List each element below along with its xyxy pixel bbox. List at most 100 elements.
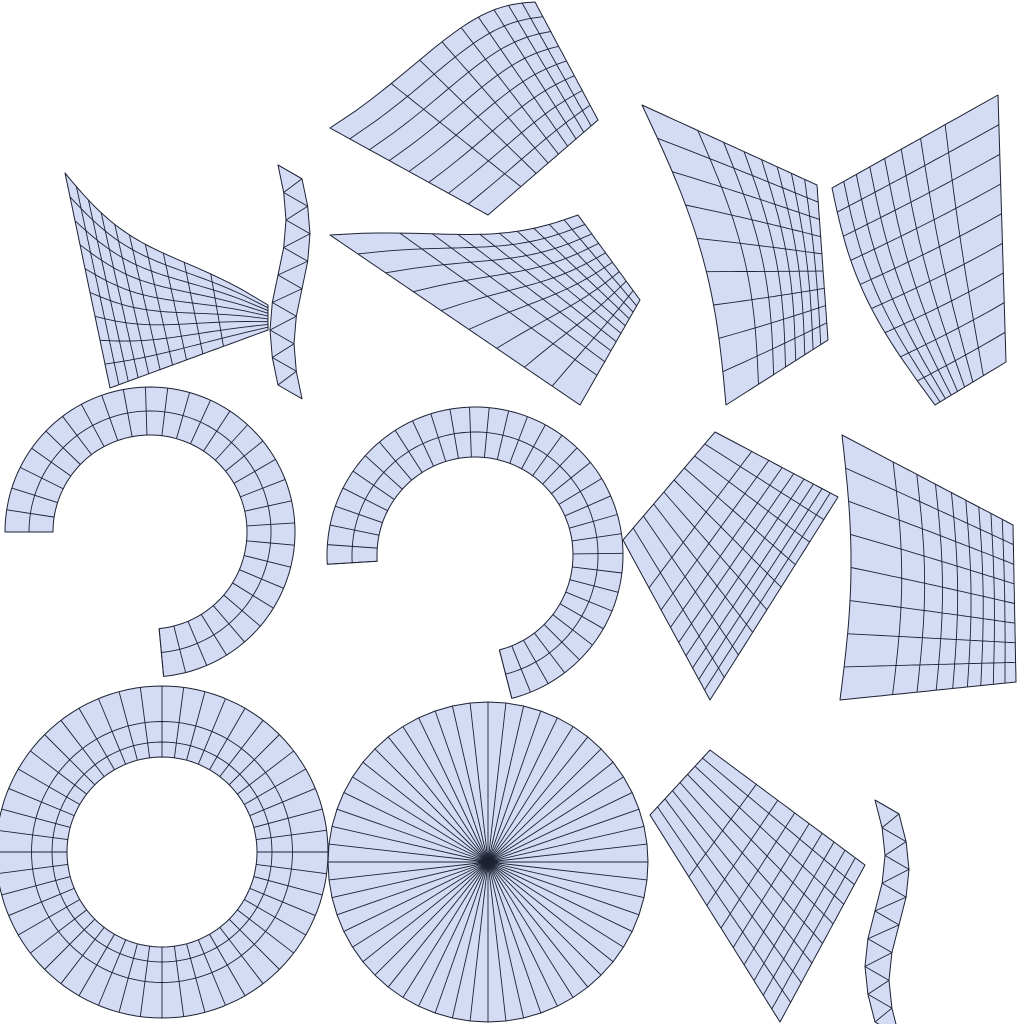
top-center-fan-island-edge — [468, 104, 591, 205]
top-right-left-half-island-edge — [718, 305, 826, 339]
left-fan-island-edge — [162, 253, 187, 360]
small-triangle-strip-lower-edge — [884, 841, 907, 856]
top-right-left-half-island-edge — [790, 173, 814, 350]
small-triangle-strip-upper-edge — [272, 288, 303, 303]
right-middle-fan-island-edge — [684, 467, 796, 566]
small-triangle-strip-upper-edge — [283, 233, 311, 248]
far-right-fan-island-edge — [847, 633, 1016, 644]
bottom-right-fan-island-edge — [672, 790, 813, 964]
disc-island-spoke — [487, 825, 645, 863]
middle-hook-island-edge — [498, 649, 513, 699]
small-triangle-strip-lower-edge — [874, 1007, 893, 1023]
left-fan-island-face — [64, 172, 269, 389]
right-middle-fan-island-edge — [692, 483, 814, 669]
disc-island-spoke — [418, 861, 489, 1007]
top-right-left-half-island-edge — [697, 130, 759, 385]
bottom-right-fan-island-edge — [694, 765, 845, 905]
bottom-right-fan-island-edge — [762, 849, 846, 996]
disc-island-spoke — [487, 717, 558, 863]
right-middle-fan-island-edge — [694, 455, 810, 543]
left-fan-island-edge — [84, 268, 269, 317]
disc-island-spoke — [487, 761, 614, 863]
disc-island-spoke — [487, 861, 574, 998]
small-triangle-strip-lower-edge — [881, 882, 907, 898]
small-triangle-strip-lower-edge — [881, 827, 907, 843]
top-right-left-half-island-face — [641, 104, 829, 406]
left-fan-island-edge — [79, 244, 269, 314]
disc-island-spoke — [328, 843, 489, 863]
top-right-left-half-island-edge — [804, 179, 822, 345]
right-middle-fan-island-edge — [698, 488, 823, 680]
middle-fan-island-edge — [563, 219, 637, 307]
disc-island-spoke — [487, 792, 633, 863]
disc-island-spoke — [343, 792, 489, 863]
top-right-left-half-island-edge — [723, 142, 775, 375]
top-center-fan-island — [329, 1, 599, 216]
disc-island-spoke — [451, 861, 489, 1019]
top-right-right-half-island-edge — [917, 331, 1006, 382]
small-triangle-strip-upper-edge — [285, 219, 311, 235]
small-triangle-strip-upper-edge — [272, 343, 295, 358]
small-triangle-strip-upper-edge — [272, 302, 297, 317]
small-triangle-strip-upper — [269, 164, 311, 400]
top-right-left-half-island-edge — [776, 166, 806, 355]
small-triangle-strip-lower-edge — [874, 799, 900, 815]
right-middle-fan-island-edge — [670, 467, 783, 628]
small-triangle-strip-lower-edge — [884, 855, 910, 870]
small-triangle-strip-upper-edge — [269, 329, 295, 345]
top-right-right-half-island — [831, 94, 1007, 406]
top-right-left-half-island-edge — [657, 137, 819, 203]
disc-island-spoke — [343, 861, 489, 932]
left-hook-island — [4, 386, 296, 677]
middle-fan-island-edge — [496, 271, 620, 349]
bottom-right-fan-island-edge — [688, 784, 757, 878]
top-right-right-half-island-edge — [843, 181, 941, 403]
left-fan-island-edge — [87, 199, 129, 382]
bottom-right-fan-island-edge — [679, 782, 823, 944]
left-fan-island-edge — [210, 273, 224, 347]
disc-island-spoke — [362, 761, 489, 863]
left-fan-island-edge — [104, 326, 269, 365]
small-triangle-strip-lower-edge — [867, 938, 893, 954]
top-right-left-half-island-edge — [743, 151, 786, 368]
small-triangle-strip-upper-edge — [272, 357, 297, 372]
top-right-right-half-island-edge — [884, 158, 958, 392]
bottom-right-fan-island-edge — [771, 857, 856, 1010]
disc-island-spoke — [328, 861, 489, 881]
disc-island-spoke — [352, 776, 489, 863]
top-right-left-half-island-edge — [713, 287, 825, 306]
middle-hook-island-edge — [351, 431, 599, 675]
bottom-right-fan-island-edge — [687, 774, 834, 925]
disc-island-spoke — [402, 726, 489, 863]
small-triangle-strip-lower-edge — [864, 952, 893, 967]
middle-fan-island-edge — [549, 224, 634, 313]
middle-fan-island-edge — [457, 234, 612, 352]
disc-island-spoke — [487, 861, 507, 1022]
bottom-right-fan-island-edge — [706, 800, 779, 906]
middle-hook-island — [326, 406, 624, 699]
disc-island-spoke — [374, 861, 489, 976]
small-triangle-strip-lower-edge — [874, 896, 907, 912]
right-middle-fan-island-edge — [673, 479, 782, 588]
far-right-fan-island-edge — [849, 600, 1015, 624]
right-middle-fan-island-edge — [663, 491, 768, 611]
bottom-right-fan-island-edge — [743, 832, 823, 966]
small-triangle-strip-lower-face — [864, 799, 910, 1024]
ring-island — [0, 685, 329, 1019]
small-triangle-strip-lower-edge — [881, 813, 900, 829]
middle-fan-island-edge — [432, 233, 606, 363]
bottom-right-fan-island-edge — [732, 823, 810, 948]
left-fan-island-edge — [75, 186, 120, 385]
top-right-right-half-island-edge — [944, 124, 984, 376]
small-triangle-strip-lower-edge — [864, 966, 890, 981]
top-center-fan-island-edge — [369, 31, 551, 151]
disc-island-spoke — [487, 710, 542, 863]
top-right-left-half-island — [641, 104, 829, 406]
top-right-right-half-island-edge — [869, 166, 952, 396]
left-fan-island-edge — [99, 323, 269, 342]
bottom-right-fan-island-edge — [702, 757, 855, 885]
disc-island-spoke — [487, 861, 589, 988]
disc-island-spoke — [434, 710, 489, 863]
middle-fan-island-edge — [468, 261, 613, 330]
disc-island-spoke — [487, 861, 558, 1007]
